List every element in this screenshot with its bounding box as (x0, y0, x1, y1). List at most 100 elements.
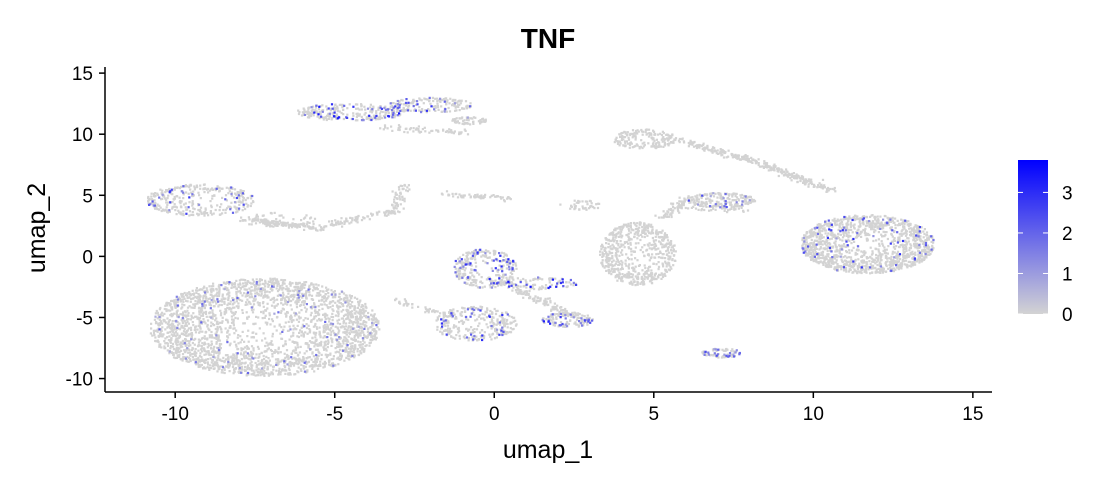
cell-point (508, 284, 511, 287)
cell-point (434, 105, 437, 108)
cell-point (401, 99, 404, 102)
cell-point (213, 314, 216, 317)
cell-point (267, 285, 270, 288)
cell-point (231, 303, 234, 306)
cell-point (186, 339, 189, 343)
cell-point (502, 320, 505, 323)
cell-point (204, 322, 207, 325)
cell-point (665, 137, 669, 140)
cell-point (662, 236, 665, 239)
cell-point (629, 141, 632, 144)
cell-point (189, 326, 193, 329)
cell-point (277, 280, 280, 283)
cell-point (155, 320, 158, 324)
cell-point (465, 318, 468, 321)
cell-point (460, 314, 463, 317)
cell-point (302, 319, 305, 322)
cell-point (672, 264, 675, 267)
cell-point (258, 371, 262, 374)
cell-point (165, 303, 169, 306)
cell-point (652, 129, 655, 132)
cell-point (228, 187, 231, 190)
cell-point (175, 206, 178, 209)
cell-point (505, 331, 508, 334)
cell-point (349, 350, 352, 353)
cell-point (460, 99, 463, 102)
cell-point (570, 204, 573, 208)
cell-point (308, 328, 311, 331)
cell-point (227, 293, 230, 296)
cell-point (734, 202, 737, 206)
cell-point (481, 281, 484, 285)
cell-point (170, 337, 173, 340)
cell-point (495, 330, 498, 333)
cell-point (650, 243, 653, 247)
cell-point (641, 231, 644, 234)
cell-point (234, 343, 238, 346)
cell-point (260, 310, 263, 314)
cell-point (304, 342, 307, 345)
cell-point (203, 294, 206, 297)
cell-point (642, 130, 645, 133)
cell-point (633, 280, 636, 283)
cell-point (213, 299, 216, 302)
cell-point (215, 359, 218, 362)
cell-point (615, 248, 618, 252)
cell-point (666, 236, 669, 239)
cell-point (653, 277, 656, 280)
cell-point (519, 285, 522, 288)
cell-point (641, 226, 644, 229)
cell-point (502, 255, 505, 258)
cell-point (180, 318, 183, 321)
cell-point (662, 253, 665, 256)
cell-point (465, 121, 469, 125)
cell-point (153, 199, 156, 202)
cell-point (290, 308, 293, 311)
cell-point (227, 205, 230, 208)
cell-point (384, 111, 387, 114)
cell-point (605, 260, 608, 264)
cell-point (223, 300, 226, 303)
cell-point (183, 324, 186, 327)
cell-point (183, 304, 186, 307)
cell-point (458, 337, 461, 340)
cell-point (322, 116, 325, 119)
cell-point (874, 262, 877, 265)
cell-point (578, 200, 581, 203)
cell-point (203, 353, 206, 356)
cell-point (235, 295, 238, 298)
cell-point (311, 298, 314, 301)
cell-point (311, 336, 314, 339)
cell-point (650, 281, 653, 284)
cell-point (455, 117, 458, 120)
cell-point (457, 105, 460, 108)
cell-point (379, 117, 382, 120)
cell-point (646, 277, 649, 280)
cell-point (308, 286, 311, 289)
cell-point (537, 288, 541, 291)
cell-point (327, 339, 330, 342)
cell-point (405, 108, 408, 112)
cell-point (283, 369, 286, 372)
cell-point (218, 187, 221, 190)
cell-point (279, 311, 283, 314)
cell-point (183, 349, 186, 352)
cell-point (257, 363, 260, 366)
cell-point (187, 192, 190, 195)
cell-point (184, 338, 187, 341)
cell-point (164, 321, 168, 324)
cell-point (320, 353, 323, 356)
cell-point (369, 338, 372, 341)
cell-point (243, 322, 246, 325)
cell-point (340, 317, 343, 320)
cell-point (223, 310, 226, 313)
cell-point (219, 300, 222, 303)
cell-point (329, 306, 332, 309)
cell-point (226, 354, 229, 357)
cell-point (229, 206, 232, 209)
cell-point (544, 286, 547, 289)
cell-point (631, 282, 634, 285)
cell-point (310, 311, 313, 314)
cell-point (245, 202, 248, 205)
cell-point (465, 255, 468, 258)
